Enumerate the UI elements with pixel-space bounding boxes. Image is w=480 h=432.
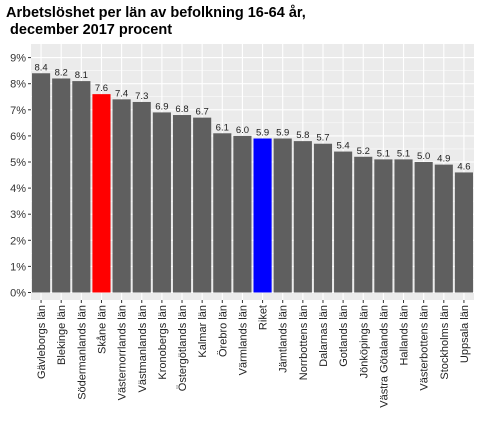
x-tick-label: Gotlands län <box>338 305 350 367</box>
data-label: 6.7 <box>196 107 209 118</box>
x-tick-label: Dalarnas län <box>318 305 330 367</box>
data-label: 5.0 <box>417 151 430 162</box>
x-tick-label: Blekinge län <box>56 305 68 365</box>
bar <box>334 151 353 293</box>
data-label: 5.1 <box>377 148 390 159</box>
x-tick-label: Stockholms län <box>439 305 451 380</box>
x-tick-label: Värmlands län <box>237 305 249 375</box>
data-label: 5.8 <box>296 130 309 141</box>
x-tick-label: Gävleborgs län <box>36 305 48 379</box>
x-tick-label: Västra Götalands län <box>378 305 390 408</box>
bar <box>293 141 312 293</box>
bar <box>394 159 413 293</box>
data-label: 5.2 <box>357 146 370 157</box>
x-tick-label: Västernorrlands län <box>117 305 129 400</box>
bar <box>273 138 292 293</box>
bar <box>92 94 111 293</box>
bar <box>434 164 453 293</box>
bar <box>132 101 151 293</box>
bar <box>233 135 252 293</box>
x-tick-label: Kronobergs län <box>157 305 169 380</box>
y-tick-label: 0% <box>10 288 26 300</box>
x-tick-label: Östergötlands län <box>177 305 189 391</box>
y-tick-label: 2% <box>10 235 26 247</box>
data-label: 5.4 <box>337 141 350 152</box>
x-tick-label: Norrbottens län <box>298 305 310 380</box>
y-tick-label: 4% <box>10 183 26 195</box>
x-tick-label: Jönköpings län <box>358 305 370 378</box>
x-tick-label: Hallands län <box>399 305 411 366</box>
data-label: 8.1 <box>75 70 88 81</box>
data-label: 6.1 <box>216 122 229 133</box>
y-tick-label: 8% <box>10 79 26 91</box>
x-tick-label: Västerbottens län <box>419 305 431 391</box>
x-axis: Gävleborgs län Blekinge län Södermanlands … <box>36 300 471 408</box>
data-labels-layer: 8.4 8.2 8.1 7.6 7.4 7.3 6.9 6.8 6.7 6.1 6.0 5.9 5.9 5… <box>34 62 470 172</box>
data-label: 7.4 <box>115 88 128 99</box>
x-tick-label: Örebro län <box>217 305 229 357</box>
data-label: 6.9 <box>155 101 168 112</box>
bar <box>454 172 473 293</box>
bar <box>193 117 212 293</box>
bar <box>253 138 272 293</box>
data-label: 5.1 <box>397 148 410 159</box>
y-tick-label: 7% <box>10 105 26 117</box>
data-label: 6.8 <box>175 104 188 115</box>
y-tick-label: 3% <box>10 209 26 221</box>
data-label: 5.7 <box>316 133 329 144</box>
bar <box>72 81 91 293</box>
bar <box>172 115 192 293</box>
data-label: 4.6 <box>457 161 470 172</box>
y-tick-label: 9% <box>10 53 26 65</box>
bar <box>374 159 393 293</box>
bar <box>414 162 433 293</box>
chart-title-line-1: Arbetslöshet per län av befolkning 16-64… <box>6 5 306 21</box>
y-tick-label: 5% <box>10 157 26 169</box>
chart-title-line-2: december 2017 procent <box>6 22 173 38</box>
x-tick-label: Kalmar län <box>197 305 209 358</box>
y-axis: 0% 1% 2% 3% 4% 5% 6% 7% 8% 9% <box>10 53 31 300</box>
data-label: 4.9 <box>437 154 450 165</box>
bar <box>213 133 232 293</box>
x-tick-label: Uppsala län <box>459 305 471 363</box>
data-label: 7.6 <box>95 83 108 94</box>
bar <box>52 78 71 293</box>
data-label: 5.9 <box>256 128 269 139</box>
y-tick-label: 6% <box>10 131 26 143</box>
bar <box>313 143 333 293</box>
y-tick-label: 1% <box>10 261 26 273</box>
bar <box>152 112 171 293</box>
x-tick-label: Södermanlands län <box>76 305 88 400</box>
data-label: 7.3 <box>135 91 148 102</box>
bar <box>32 73 51 293</box>
data-label: 8.4 <box>34 62 47 73</box>
bar <box>354 156 373 293</box>
chart-title: Arbetslöshet per län av befolkning 16-64… <box>6 5 426 39</box>
x-tick-label: Jämtlands län <box>278 305 290 373</box>
data-label: 8.2 <box>55 67 68 78</box>
data-label: 6.0 <box>236 125 249 136</box>
x-tick-label: Skåne län <box>96 305 108 354</box>
data-label: 5.9 <box>276 128 289 139</box>
x-tick-label: Västmanlands län <box>137 305 149 392</box>
bar <box>112 99 131 293</box>
bars-layer <box>32 73 473 293</box>
x-tick-label: Riket <box>258 305 270 330</box>
